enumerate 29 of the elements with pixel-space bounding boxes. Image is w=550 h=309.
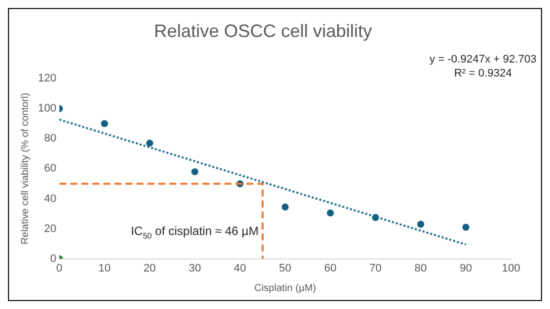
point [101, 120, 108, 128]
point [282, 203, 289, 210]
y-tick-label: 120 [38, 72, 56, 85]
y-tick-label: 60 [44, 162, 56, 175]
point [191, 168, 198, 176]
point [417, 220, 424, 228]
x-tick-label: 50 [279, 262, 292, 274]
chart-title: Relative OSCC cell viability [154, 20, 372, 41]
point [462, 224, 470, 231]
y-axis-title: Relative cell viability (% of contorl) [20, 92, 31, 245]
x-tick-label: 80 [414, 262, 427, 274]
point [146, 140, 154, 147]
x-axis-title: Cisplatin (µM) [254, 282, 316, 294]
y-tick-label: 100 [38, 102, 56, 115]
x-tick-label: 70 [369, 262, 382, 274]
x-tick-label: 90 [460, 262, 472, 274]
x-tick-label: 100 [502, 262, 520, 274]
x-tick-label: 60 [324, 262, 336, 274]
x-tick-label: 30 [188, 262, 201, 274]
x-tick-label: 40 [234, 262, 246, 274]
y-tick-label: 40 [44, 192, 56, 205]
text: y = -0.9247x + 92.703 [429, 54, 537, 66]
x-tick-label: 10 [98, 262, 111, 274]
y-tick-label: 20 [44, 222, 56, 235]
point [326, 210, 334, 216]
y-tick-label: 0 [50, 252, 56, 265]
annotation: R² = 0.9324 [454, 68, 512, 80]
y-tick-label: 80 [44, 132, 56, 145]
x-tick-label: 20 [144, 262, 156, 274]
